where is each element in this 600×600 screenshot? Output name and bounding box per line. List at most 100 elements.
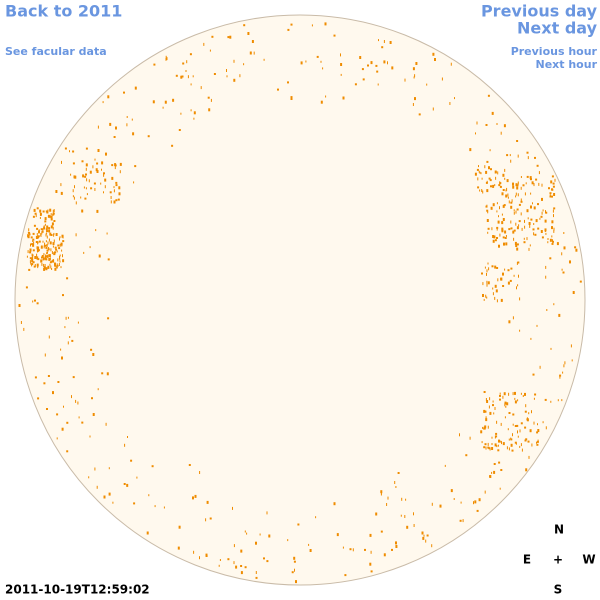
facula xyxy=(85,187,87,190)
facula xyxy=(46,408,48,410)
facula xyxy=(502,218,505,221)
facula xyxy=(533,232,535,236)
facular-link[interactable]: See facular data xyxy=(5,45,107,58)
facula xyxy=(484,165,486,169)
facula xyxy=(287,81,289,84)
facula xyxy=(336,533,339,537)
facula xyxy=(477,177,479,181)
facula xyxy=(499,206,500,210)
facula xyxy=(503,204,506,207)
facula xyxy=(414,74,416,78)
facula xyxy=(83,186,85,189)
previous-hour-link[interactable]: Previous hour xyxy=(511,45,598,58)
facula xyxy=(383,40,385,43)
facula xyxy=(37,397,40,400)
facula xyxy=(499,181,501,185)
facula xyxy=(73,196,75,200)
facula xyxy=(151,465,154,468)
previous-day-link[interactable]: Previous day xyxy=(481,2,598,21)
facula xyxy=(548,187,550,190)
facula xyxy=(352,548,354,552)
facula xyxy=(34,299,36,302)
facula xyxy=(486,189,489,193)
facula xyxy=(500,131,502,135)
facula xyxy=(255,576,258,579)
facula xyxy=(518,274,519,278)
facula xyxy=(502,173,505,177)
facula xyxy=(552,182,555,185)
facula xyxy=(103,191,104,194)
facula xyxy=(166,57,168,61)
next-day-link[interactable]: Next day xyxy=(517,19,598,38)
facula xyxy=(413,524,415,527)
facula xyxy=(494,265,497,269)
facula xyxy=(50,248,52,252)
facula xyxy=(44,242,46,246)
facula xyxy=(413,76,415,79)
facula xyxy=(47,265,49,269)
facula xyxy=(97,388,99,391)
next-hour-link[interactable]: Next hour xyxy=(536,58,598,71)
facula xyxy=(43,382,46,385)
back-link[interactable]: Back to 2011 xyxy=(5,2,122,21)
facula xyxy=(503,392,506,396)
facula xyxy=(209,49,211,52)
facula xyxy=(34,376,37,379)
facula xyxy=(35,214,37,218)
facula xyxy=(454,97,455,100)
facula xyxy=(515,192,517,196)
facula xyxy=(52,242,55,246)
timestamp: 2011-10-19T12:59:02 xyxy=(5,583,150,597)
facula xyxy=(492,404,494,407)
facula xyxy=(504,403,506,407)
facula xyxy=(441,77,443,81)
facula xyxy=(492,203,495,207)
facula xyxy=(528,222,531,225)
facula xyxy=(52,391,54,395)
facula xyxy=(508,200,510,204)
facula xyxy=(94,188,96,191)
facula xyxy=(111,176,114,180)
facula xyxy=(320,60,322,63)
facula xyxy=(561,399,563,402)
facula xyxy=(486,180,488,183)
facula xyxy=(478,498,481,502)
facula xyxy=(51,251,53,255)
facula xyxy=(287,539,289,542)
facula xyxy=(377,83,379,86)
facula xyxy=(492,235,495,238)
facula xyxy=(71,395,72,399)
facula xyxy=(375,64,378,67)
facula xyxy=(507,428,509,431)
facula xyxy=(491,265,494,268)
facula xyxy=(529,176,532,180)
facula xyxy=(108,467,110,470)
facula xyxy=(525,182,527,185)
facula xyxy=(482,282,484,286)
facula xyxy=(425,539,427,543)
facula xyxy=(96,170,99,173)
facula xyxy=(533,223,535,225)
facula xyxy=(107,258,110,261)
facula xyxy=(101,161,104,165)
facula xyxy=(489,397,491,401)
facula xyxy=(89,435,91,438)
facula xyxy=(29,260,31,264)
facula xyxy=(33,224,36,227)
facula xyxy=(562,271,565,274)
facula xyxy=(37,266,39,269)
facula xyxy=(506,446,508,450)
facula xyxy=(549,194,551,198)
facula xyxy=(246,532,248,535)
facula xyxy=(81,160,84,163)
facula xyxy=(473,501,474,505)
facula xyxy=(535,178,538,181)
facula xyxy=(395,541,397,545)
facula xyxy=(534,393,537,396)
facula xyxy=(287,28,290,31)
facula xyxy=(107,317,110,320)
facula xyxy=(226,75,228,78)
facula xyxy=(72,150,75,153)
facula xyxy=(340,63,343,66)
facula xyxy=(55,248,58,251)
